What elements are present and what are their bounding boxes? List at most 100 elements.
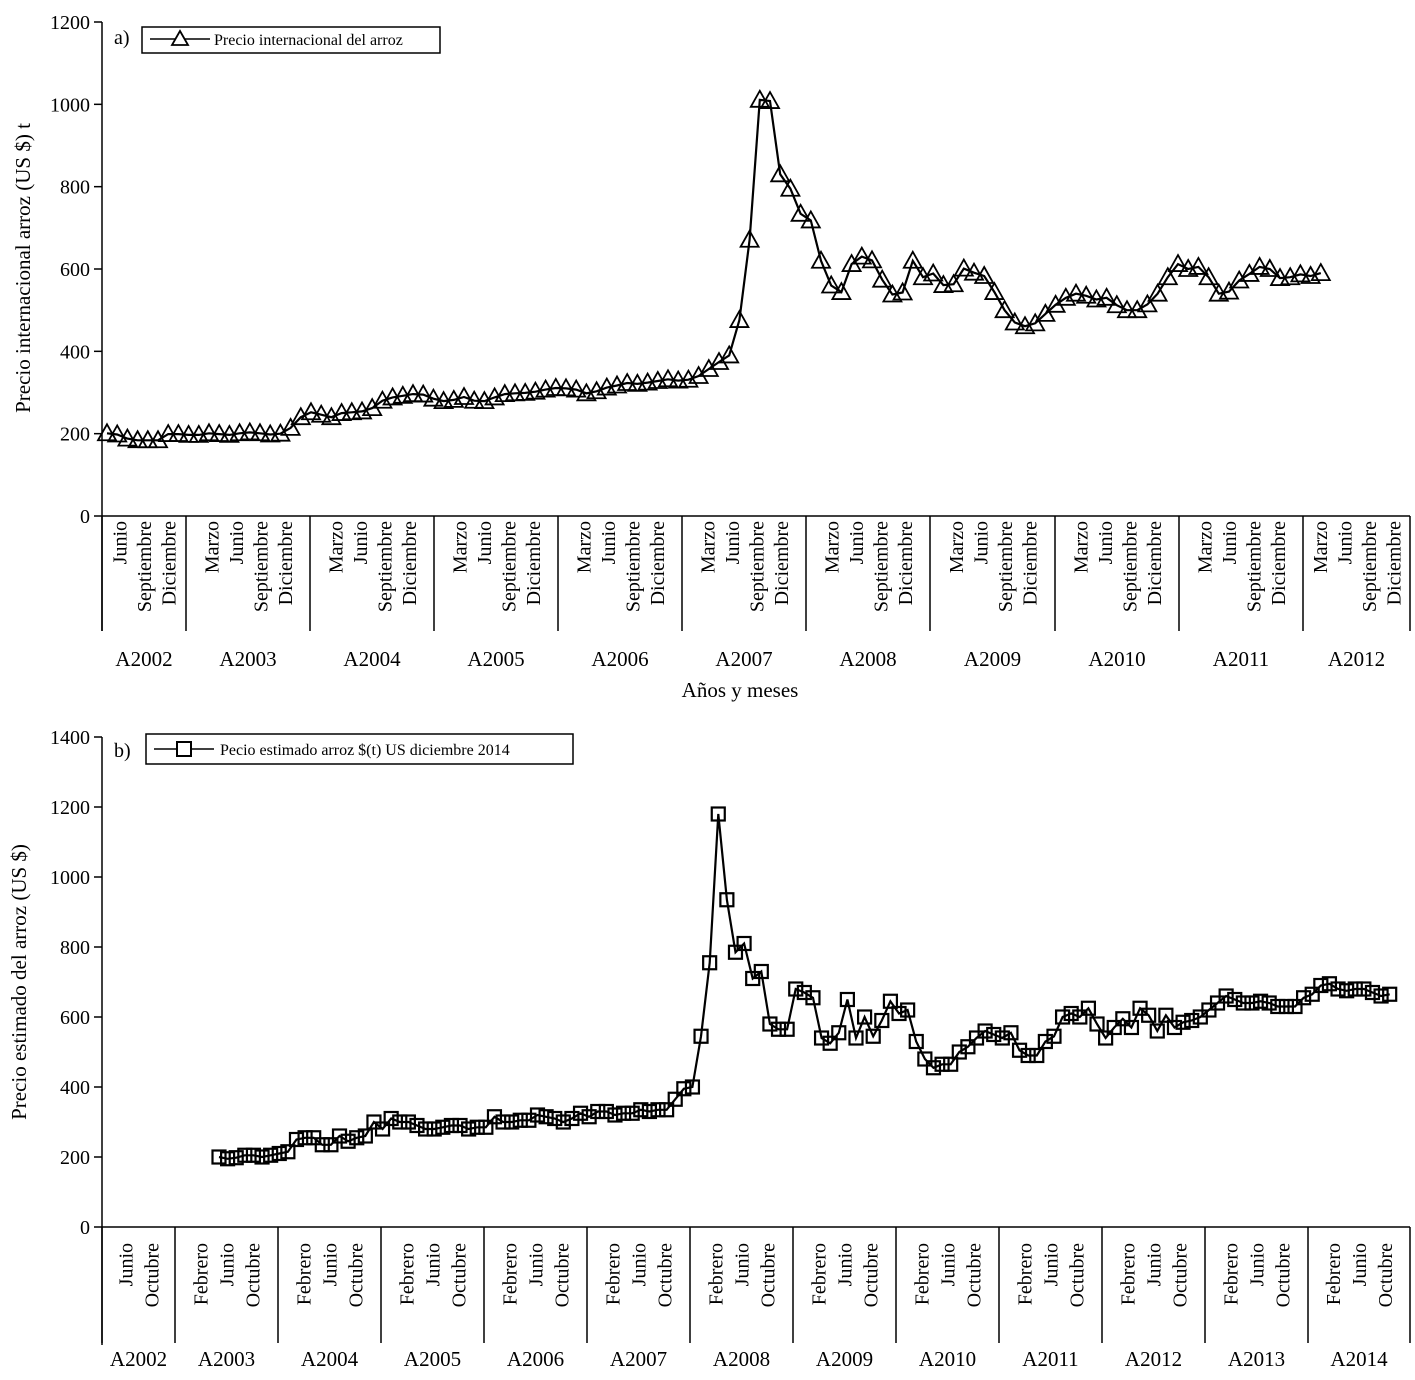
data-point-square (1141, 1007, 1157, 1023)
x-month-label: Marzo (946, 521, 968, 573)
panel-b-y-axis-label: Precio estimado del arroz (US $) (7, 844, 31, 1120)
data-point-square (1123, 1019, 1140, 1036)
data-point-square (624, 1105, 640, 1121)
x-month-label: Junio (116, 1243, 138, 1286)
x-year-label: A2009 (816, 1347, 873, 1371)
data-point-triangle (463, 389, 485, 409)
data-point-square (1029, 1047, 1045, 1064)
data-point-square (547, 1110, 563, 1127)
x-month-label: Junio (598, 521, 620, 564)
x-month-label: Junio (1041, 1243, 1063, 1286)
data-point-square (882, 993, 899, 1009)
x-year-label: A2010 (919, 1347, 976, 1371)
data-point-square (323, 1137, 339, 1153)
data-point-triangle (616, 372, 638, 391)
data-point-triangle (1065, 282, 1087, 302)
data-point-triangle (810, 249, 832, 269)
panel-b-chart: 0 200 400 600 800 1000 1200 1400 Precio estimad… (7, 727, 1411, 1371)
data-point-triangle (718, 344, 740, 364)
data-point-triangle (769, 163, 791, 183)
data-point-square (1339, 983, 1355, 999)
data-point-square (1080, 1000, 1097, 1016)
data-point-square (1098, 1030, 1114, 1046)
data-point-square (349, 1130, 365, 1146)
x-month-label: Junio (423, 1243, 445, 1286)
data-point-triangle (96, 422, 118, 442)
data-point-square (676, 1081, 692, 1097)
x-month-label: Octubre (655, 1243, 677, 1308)
x-month-label: Diciembre (1268, 521, 1290, 606)
data-point-square (340, 1133, 356, 1149)
data-point-square (693, 1028, 709, 1044)
x-month-label: Septiembre (1359, 521, 1381, 612)
panel-a-label: a) (114, 27, 130, 49)
data-point-square (1244, 995, 1260, 1011)
y-tick-label: 800 (60, 937, 90, 959)
data-point-square (641, 1103, 658, 1120)
x-month-label: Septiembre (250, 521, 272, 612)
data-point-square (788, 981, 804, 997)
data-point-square (1296, 990, 1312, 1006)
data-point-triangle (1157, 266, 1179, 286)
triangle-marker-icon (170, 29, 190, 46)
x-year-label: A2010 (1088, 647, 1145, 671)
panel-a-series-line (106, 98, 1322, 442)
x-year-label: A2005 (404, 1347, 461, 1371)
data-point-square (1382, 986, 1398, 1002)
data-point-square (615, 1105, 632, 1121)
data-point-square (659, 1102, 675, 1118)
x-month-label: Marzo (1310, 521, 1332, 573)
data-point-square (1330, 981, 1346, 997)
x-month-label: Octubre (142, 1243, 164, 1308)
data-point-square (986, 1026, 1002, 1043)
data-point-square (831, 1025, 847, 1041)
panel-b-label: b) (114, 740, 131, 762)
x-month-label: Octubre (552, 1243, 574, 1308)
data-point-square (684, 1079, 701, 1095)
x-month-label: Octubre (1375, 1243, 1397, 1308)
x-year-label: A2014 (1330, 1347, 1388, 1371)
data-point-triangle (208, 423, 230, 442)
data-point-square (1037, 1033, 1053, 1050)
x-month-label: Septiembre (870, 521, 892, 612)
panel-a-legend-text: Precio internacional del arroz (214, 32, 403, 49)
data-point-triangle (147, 429, 169, 449)
data-point-square (943, 1056, 959, 1072)
data-point-square (848, 1030, 864, 1046)
x-month-label: Febrero (1118, 1243, 1140, 1305)
x-month-label: Marzo (1070, 521, 1092, 573)
data-point-triangle (779, 177, 801, 197)
data-point-square (220, 1151, 236, 1167)
data-point-square (254, 1149, 270, 1165)
data-point-triangle (1228, 269, 1250, 289)
data-point-square (461, 1121, 477, 1137)
x-year-label: A2007 (715, 647, 772, 671)
y-tick-label: 1000 (50, 867, 90, 889)
data-point-triangle (1289, 263, 1311, 283)
x-month-label: Diciembre (275, 521, 297, 606)
x-month-label: Septiembre (622, 521, 644, 612)
x-month-label: Diciembre (1144, 521, 1166, 606)
data-point-triangle (106, 423, 128, 443)
x-year-label: A2006 (591, 647, 648, 671)
data-point-triangle (1218, 280, 1240, 300)
x-month-label: Febrero (1323, 1243, 1345, 1305)
data-point-square (1003, 1025, 1019, 1041)
x-month-label: Diciembre (399, 521, 421, 606)
x-month-label: Octubre (346, 1243, 368, 1308)
data-point-square (590, 1103, 606, 1120)
data-point-square (1218, 988, 1234, 1004)
x-year-label: A2011 (1213, 647, 1269, 671)
x-month-label: Octubre (964, 1243, 986, 1308)
data-point-triangle (167, 423, 189, 442)
data-point-triangle (1106, 294, 1128, 314)
data-point-square (710, 806, 726, 822)
x-month-label: Junio (629, 1243, 651, 1286)
data-point-square (719, 892, 735, 908)
x-month-label: Octubre (1170, 1243, 1192, 1308)
data-point-square (650, 1102, 666, 1118)
data-point-triangle (943, 273, 965, 293)
data-point-square (702, 955, 718, 971)
y-tick-label: 1000 (50, 94, 90, 116)
x-month-label: Septiembre (995, 521, 1017, 612)
